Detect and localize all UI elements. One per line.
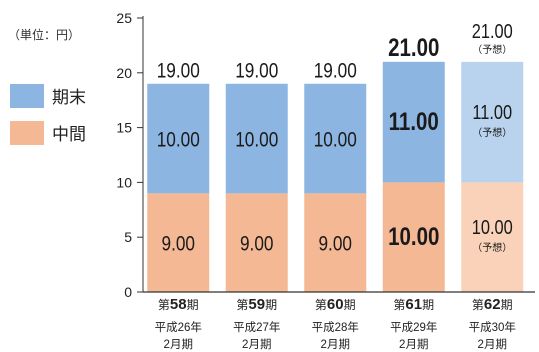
value-label-year-end-58: 10.00	[157, 129, 200, 152]
bar-interim-58	[147, 193, 210, 292]
value-label-interim-58: 9.00	[161, 233, 195, 256]
bar-interim-61	[382, 182, 445, 292]
category-year-60: 平成28年	[312, 320, 359, 334]
y-tick-label-15: 15	[116, 120, 132, 136]
category-label-58: 第58期	[158, 296, 199, 313]
category-label-59: 第59期	[236, 296, 277, 313]
value-label-year-end-59: 10.00	[235, 129, 278, 152]
bar-year-end-61	[382, 61, 445, 183]
category-period-61: 2月期	[399, 338, 428, 351]
bar-year-end-60	[304, 83, 367, 194]
bar-interim-60	[304, 193, 367, 292]
category-year-59: 平成27年	[233, 320, 280, 334]
legend-label-interim: 中間	[52, 125, 86, 144]
legend-swatch-year-end	[10, 83, 44, 108]
value-label-year-end-60: 10.00	[314, 129, 357, 152]
bar-year-end-59	[225, 83, 288, 194]
category-period-58: 2月期	[164, 338, 193, 351]
bar-interim-62	[461, 182, 524, 292]
value-label-interim-59: 9.00	[240, 233, 274, 256]
value-label-year-end-62: 11.00	[472, 101, 512, 124]
y-tick-label-25: 25	[116, 10, 132, 26]
legend-item-year-end: 期末	[10, 83, 86, 108]
legend-swatch-interim	[10, 120, 44, 145]
category-label-62: 第62期	[472, 296, 513, 313]
value-label-interim-62: 10.00	[472, 216, 513, 239]
category-label-61: 第61期	[393, 296, 434, 313]
y-tick-label-10: 10	[116, 174, 132, 190]
forecast-note-year-end-62: （予想）	[472, 126, 512, 139]
category-period-59: 2月期	[242, 338, 271, 351]
unit-label: （単位：円）	[8, 28, 81, 42]
category-year-58: 平成26年	[155, 320, 202, 334]
bar-year-end-58	[147, 83, 210, 194]
legend-label-year-end: 期末	[52, 88, 86, 107]
value-label-interim-60: 9.00	[318, 233, 352, 256]
total-label-60: 19.00	[314, 60, 357, 83]
y-tick-label-0: 0	[124, 284, 132, 300]
y-tick-label-5: 5	[124, 229, 132, 245]
total-label-58: 19.00	[157, 60, 200, 83]
bar-interim-59	[225, 193, 288, 292]
legend-item-interim: 中間	[10, 120, 86, 145]
total-label-61: 21.00	[388, 33, 439, 61]
total-label-62: 21.00	[472, 19, 513, 42]
category-period-62: 2月期	[478, 338, 507, 351]
value-label-interim-61: 10.00	[388, 222, 439, 250]
category-period-60: 2月期	[321, 338, 350, 351]
value-label-year-end-61: 11.00	[389, 107, 439, 135]
category-year-61: 平成29年	[390, 320, 437, 334]
total-label-59: 19.00	[235, 60, 278, 83]
forecast-note-interim-62: （予想）	[472, 241, 512, 254]
bar-year-end-62	[461, 61, 524, 183]
category-label-60: 第60期	[315, 296, 356, 313]
y-tick-label-20: 20	[116, 65, 132, 81]
forecast-note-total-62: （予想）	[472, 43, 512, 56]
category-year-62: 平成30年	[469, 320, 516, 334]
